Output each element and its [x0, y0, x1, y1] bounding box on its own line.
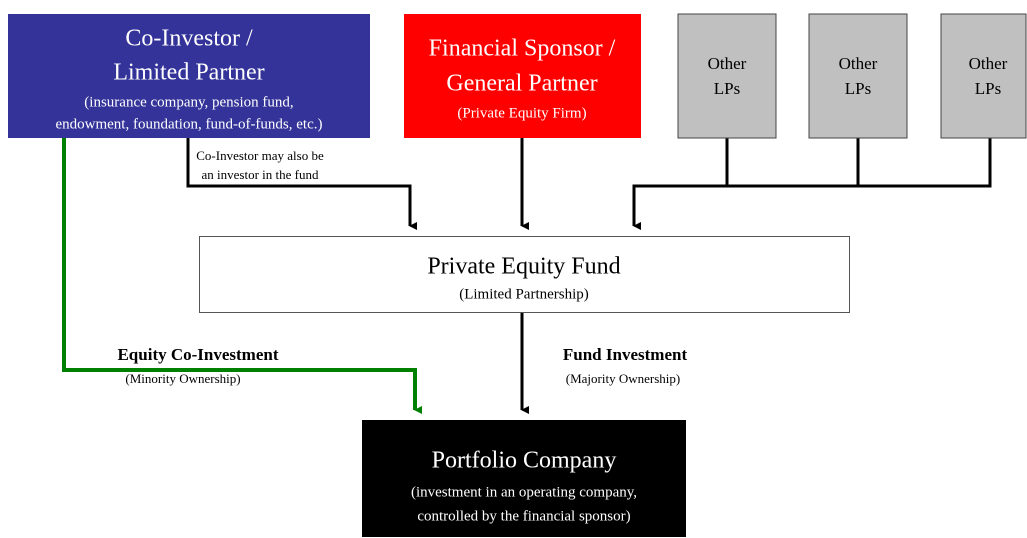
edge-label: an investor in the fund: [202, 167, 319, 182]
node-title: Financial Sponsor /: [429, 36, 616, 62]
node-title: Private Equity Fund: [427, 254, 620, 280]
edge-label: (Minority Ownership): [125, 371, 240, 386]
node-title: Other: [839, 54, 878, 73]
node-title: Co-Investor /: [125, 26, 253, 52]
node-title: Other: [708, 54, 747, 73]
node-title: LPs: [845, 79, 871, 98]
node-title: Limited Partner: [113, 60, 264, 86]
node-title: LPs: [975, 79, 1001, 98]
node-subtitle: (insurance company, pension fund,: [84, 94, 293, 110]
sponsor-box: [404, 14, 641, 138]
green-arrow: [62, 138, 422, 414]
node-title: Other: [969, 54, 1008, 73]
lp-box: [940, 13, 1027, 139]
node-subtitle: (investment in an operating company,: [411, 484, 637, 500]
co-investor-box: [8, 14, 370, 138]
node-subtitle: (Private Equity Firm): [457, 105, 586, 121]
arrow: [634, 138, 992, 226]
connectors: [62, 138, 992, 414]
node-subtitle: endowment, foundation, fund-of-funds, et…: [55, 116, 322, 132]
portfolio-box: [362, 420, 686, 537]
node-title: General Partner: [446, 71, 597, 97]
node-title: LPs: [714, 79, 740, 98]
lp-box: [808, 13, 908, 139]
node-subtitle: controlled by the financial sponsor): [417, 508, 630, 524]
edge-label: Fund Investment: [563, 345, 688, 364]
edge-label: (Majority Ownership): [566, 371, 680, 386]
lp-box: [677, 13, 777, 139]
edge-label: Equity Co-Investment: [117, 345, 278, 364]
node-title: Portfolio Company: [432, 448, 617, 474]
edge-label: Co-Investor may also be: [196, 148, 324, 163]
arrow: [186, 138, 417, 230]
node-subtitle: (Limited Partnership): [459, 286, 589, 302]
fund-box: [199, 236, 850, 313]
